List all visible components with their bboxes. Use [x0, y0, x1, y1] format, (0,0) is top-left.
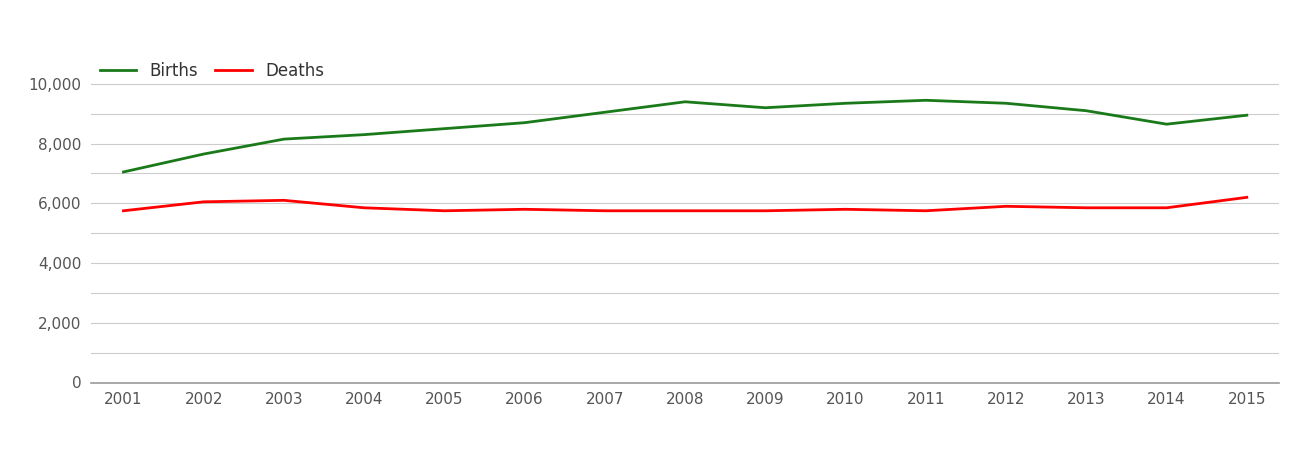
Births	[1159, 122, 1174, 127]
Births	[1238, 112, 1254, 118]
Births	[116, 169, 132, 175]
Births	[1078, 108, 1094, 113]
Births	[838, 100, 853, 106]
Deaths	[757, 208, 773, 213]
Births	[598, 109, 613, 115]
Births	[517, 120, 532, 126]
Births	[917, 98, 933, 103]
Births	[277, 136, 292, 142]
Deaths	[1238, 195, 1254, 200]
Deaths	[517, 207, 532, 212]
Deaths	[598, 208, 613, 213]
Deaths	[917, 208, 933, 213]
Deaths	[1159, 205, 1174, 211]
Births	[356, 132, 372, 137]
Deaths	[196, 199, 211, 204]
Deaths	[998, 203, 1014, 209]
Deaths	[1078, 205, 1094, 211]
Legend: Births, Deaths: Births, Deaths	[99, 63, 324, 81]
Births	[437, 126, 453, 131]
Line: Births: Births	[124, 100, 1246, 172]
Deaths	[677, 208, 693, 213]
Births	[677, 99, 693, 104]
Deaths	[838, 207, 853, 212]
Deaths	[277, 198, 292, 203]
Deaths	[356, 205, 372, 211]
Line: Deaths: Deaths	[124, 198, 1246, 211]
Births	[757, 105, 773, 110]
Deaths	[116, 208, 132, 213]
Births	[196, 151, 211, 157]
Births	[998, 100, 1014, 106]
Deaths	[437, 208, 453, 213]
